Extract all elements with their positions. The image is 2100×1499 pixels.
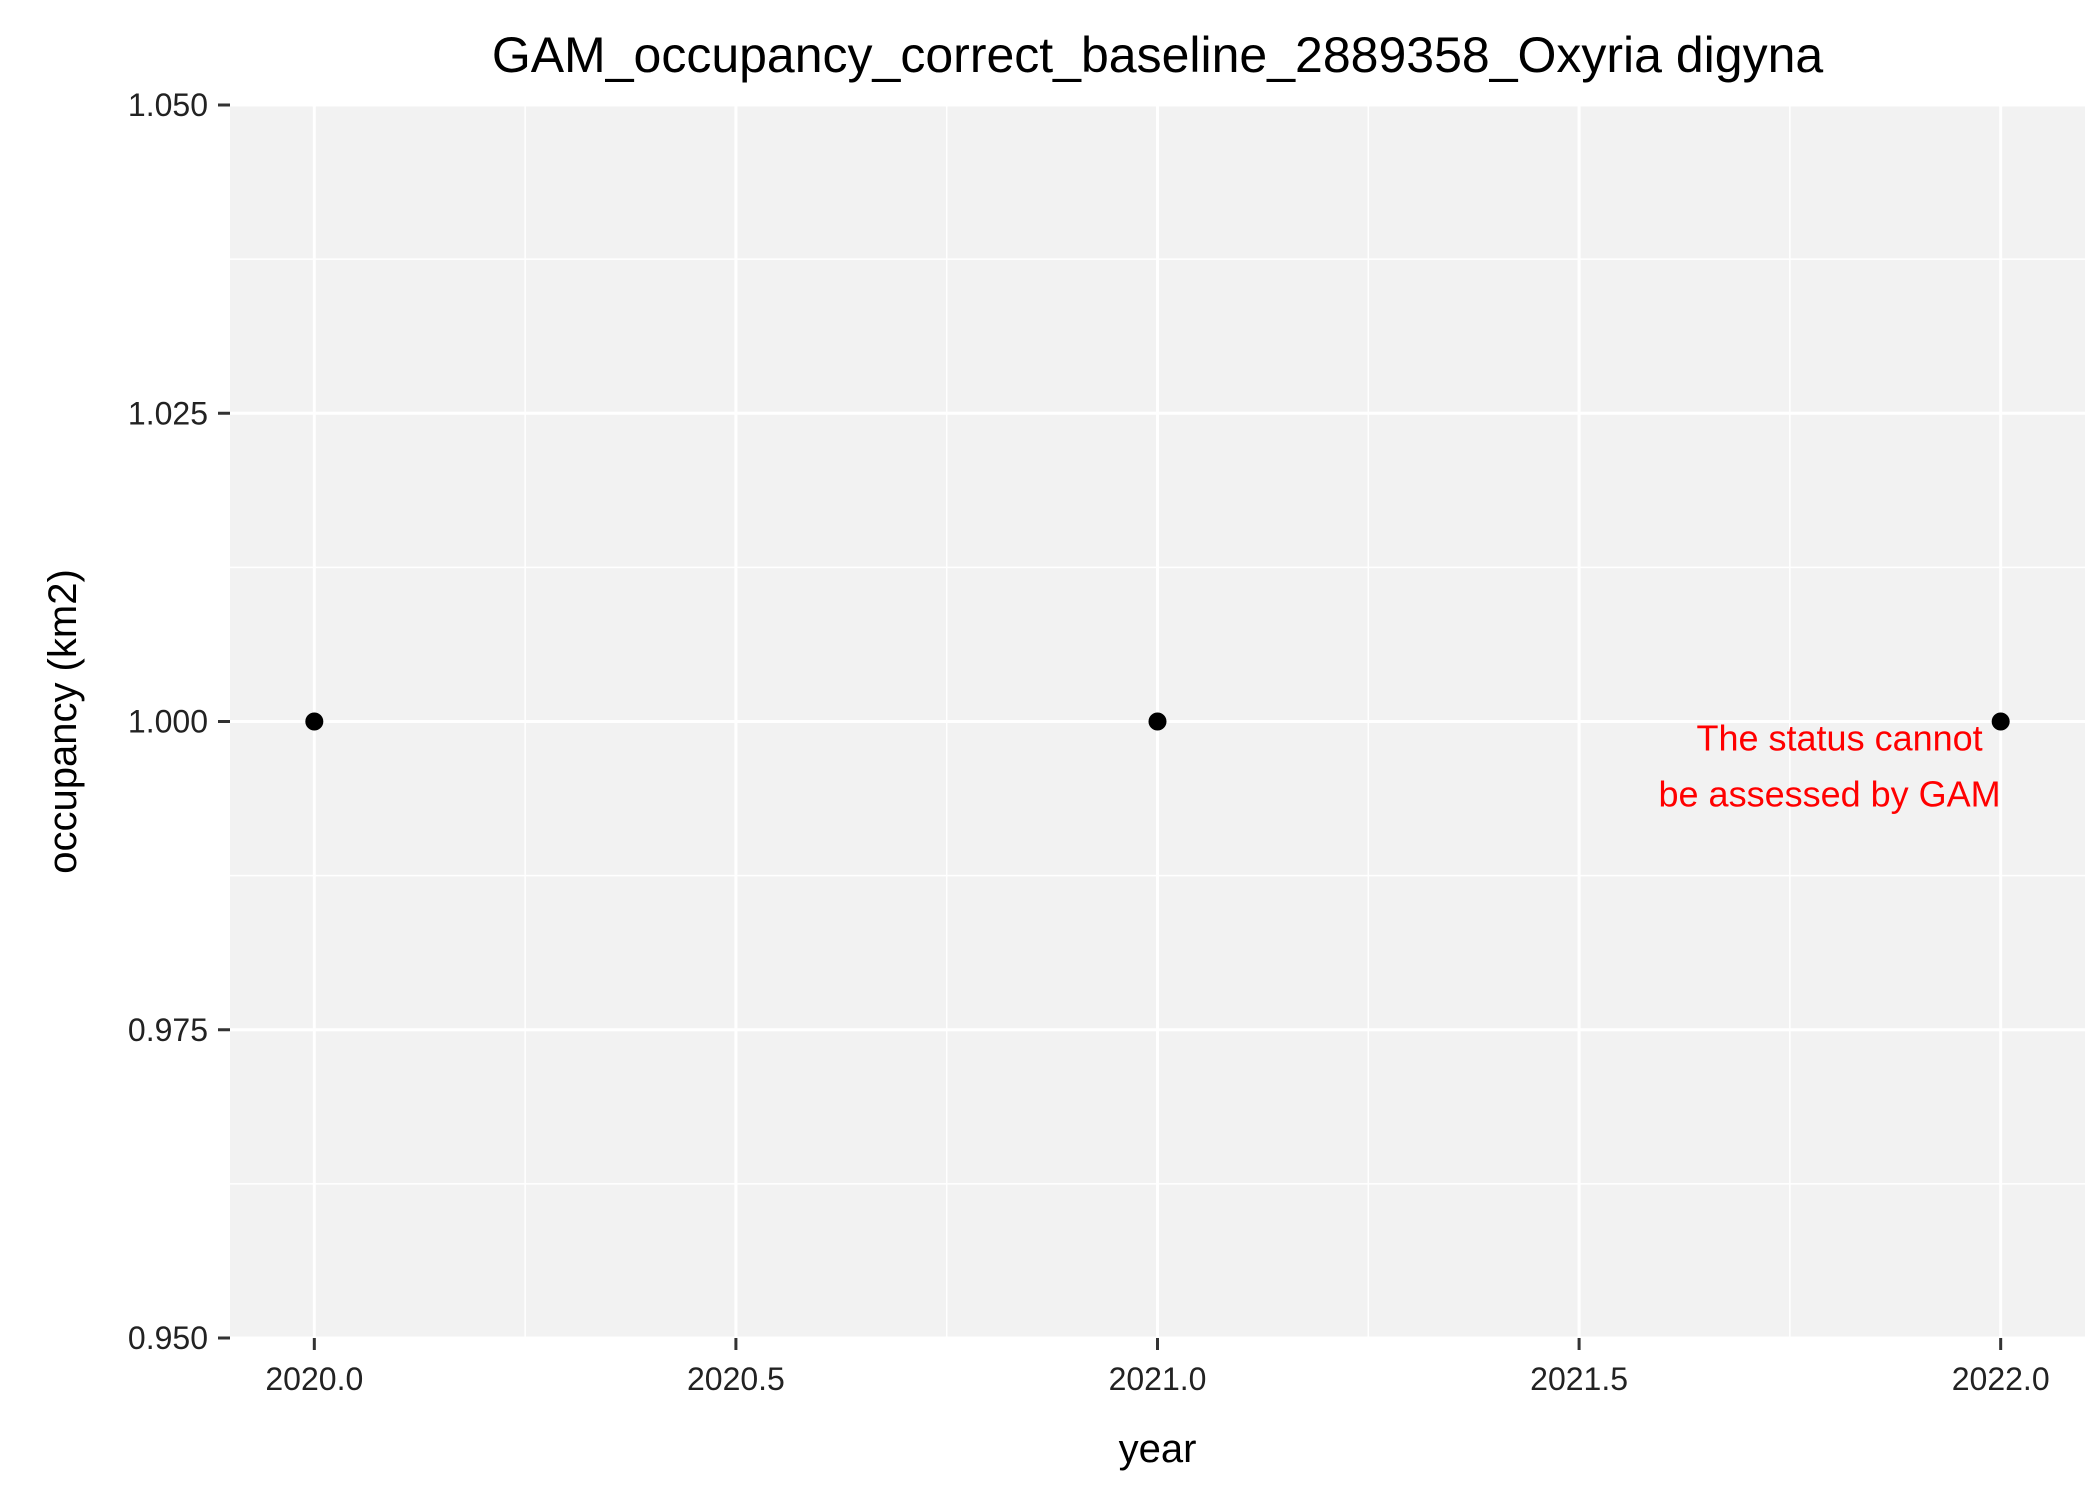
x-axis-title: year	[1119, 1427, 1197, 1471]
data-point	[1148, 712, 1167, 731]
x-tick-label: 2020.5	[687, 1361, 785, 1397]
x-tick-label: 2021.0	[1109, 1361, 1207, 1397]
data-point	[305, 712, 324, 731]
x-tick-label: 2022.0	[1952, 1361, 2050, 1397]
axes: 2020.0 2020.5 2021.0 2021.5 2022.0 0.950 0.975…	[128, 87, 2050, 1397]
x-tick-label: 2020.0	[265, 1361, 363, 1397]
chart-title: GAM_occupancy_correct_baseline_2889358_O…	[492, 27, 1824, 83]
y-tick-label: 1.000	[128, 704, 208, 740]
y-tick-label: 0.975	[128, 1012, 208, 1048]
annotation-line: The status cannot	[1697, 718, 1983, 759]
y-axis-title: occupancy (km2)	[41, 569, 85, 874]
annotation-line: be assessed by GAM	[1659, 774, 2001, 815]
y-tick-label: 0.950	[128, 1320, 208, 1356]
data-points	[305, 712, 2010, 731]
y-tick-label: 1.050	[128, 87, 208, 123]
y-tick-label: 1.025	[128, 395, 208, 431]
data-point	[1991, 712, 2010, 731]
x-tick-label: 2021.5	[1530, 1361, 1628, 1397]
annotation: The status cannot be assessed by GAM	[1659, 718, 2001, 815]
